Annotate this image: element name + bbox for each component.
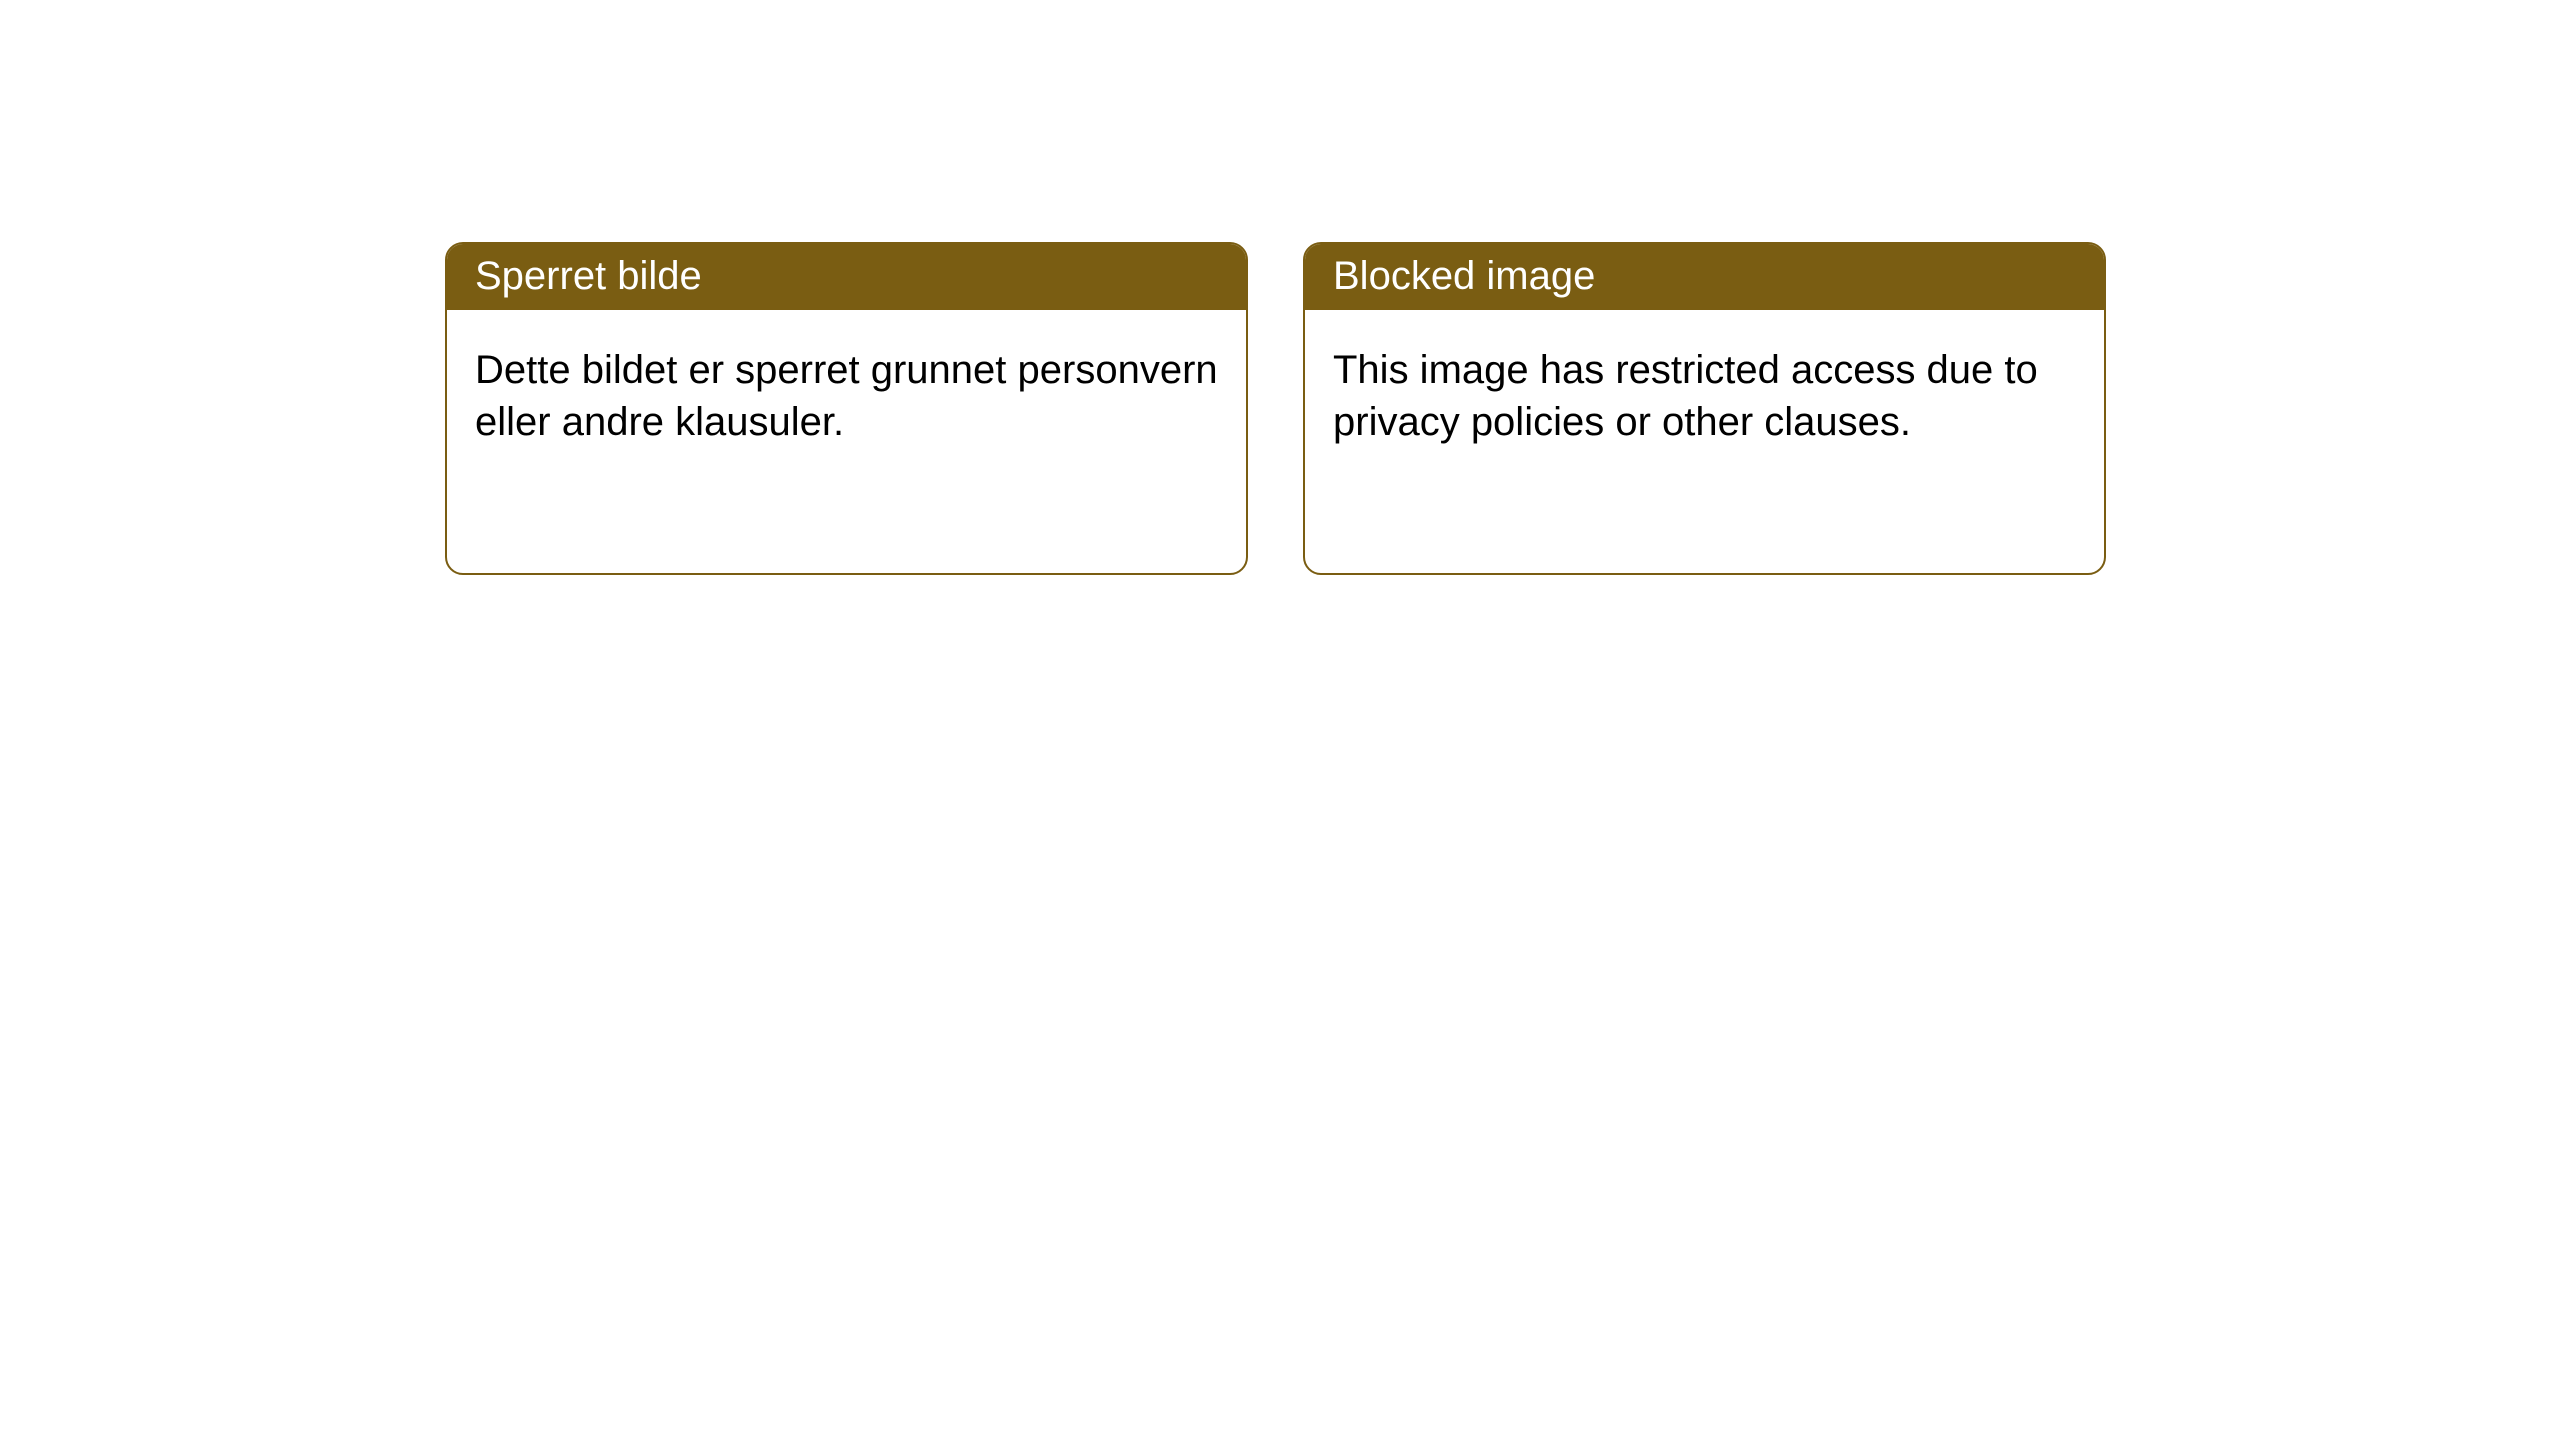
notice-card-english: Blocked image This image has restricted …: [1303, 242, 2106, 575]
notice-body-english: This image has restricted access due to …: [1305, 310, 2104, 482]
notice-title-english: Blocked image: [1305, 244, 2104, 310]
notice-card-norwegian: Sperret bilde Dette bildet er sperret gr…: [445, 242, 1248, 575]
notice-container: Sperret bilde Dette bildet er sperret gr…: [0, 0, 2560, 575]
notice-body-norwegian: Dette bildet er sperret grunnet personve…: [447, 310, 1246, 482]
notice-title-norwegian: Sperret bilde: [447, 244, 1246, 310]
